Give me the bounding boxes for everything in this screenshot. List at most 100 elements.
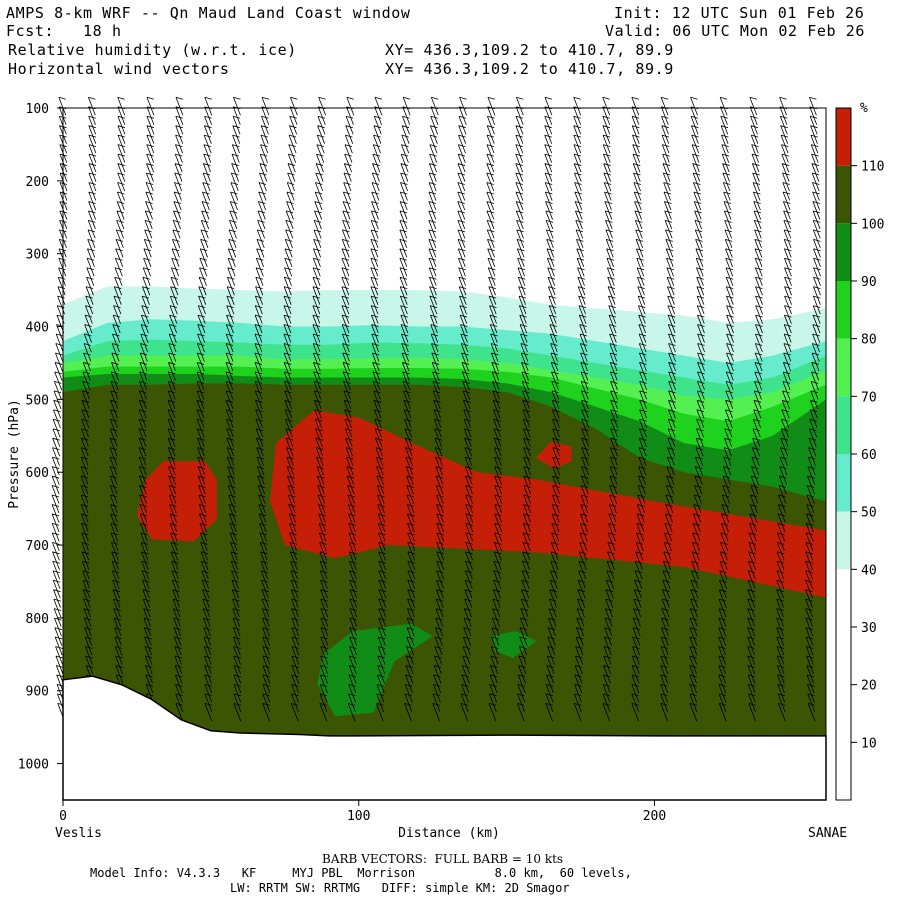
wind-barb <box>291 598 299 618</box>
wind-barb <box>319 702 328 722</box>
wind-barb <box>226 437 235 457</box>
wind-barb <box>458 276 467 296</box>
wind-barb <box>199 257 208 277</box>
rh-layer <box>63 383 826 800</box>
wind-barb <box>433 665 442 684</box>
wind-barb <box>405 456 414 476</box>
wind-barb <box>227 257 236 277</box>
wind-barb <box>750 115 758 135</box>
wind-barb <box>291 665 300 684</box>
wind-barb <box>117 172 126 192</box>
wind-barb <box>399 248 408 267</box>
wind-barb <box>551 399 560 419</box>
wind-barb <box>370 238 379 258</box>
wind-barb <box>349 636 357 656</box>
wind-barb <box>233 693 242 713</box>
wind-barb <box>521 371 530 391</box>
wind-barb <box>82 362 91 381</box>
wind-barb <box>289 106 298 125</box>
wind-barb <box>609 456 618 476</box>
plot-frame <box>62 107 827 801</box>
wind-barb <box>609 371 618 391</box>
wind-barb <box>203 144 212 163</box>
wind-barb <box>776 627 785 646</box>
wind-barb <box>262 674 271 694</box>
y-tick-label: 100 <box>26 102 49 117</box>
wind-barb <box>110 399 118 419</box>
wind-barb <box>175 134 183 154</box>
wind-barb <box>373 125 382 144</box>
wind-barb <box>81 532 89 552</box>
wind-barb <box>141 295 150 315</box>
wind-barb <box>286 466 295 485</box>
wind-barb <box>546 674 554 694</box>
wind-barb <box>689 636 698 656</box>
wind-barb <box>429 144 438 163</box>
wind-barb <box>660 646 669 665</box>
wind-barb <box>726 314 734 334</box>
wind-barb <box>667 447 675 466</box>
wind-barb <box>574 201 583 220</box>
wind-barb <box>228 494 236 514</box>
wind-barb <box>55 655 64 675</box>
wind-barb <box>80 437 89 457</box>
wind-barb <box>406 646 414 665</box>
wind-barb <box>689 693 698 713</box>
wind-barb <box>287 494 296 514</box>
wind-barb <box>349 589 358 608</box>
wind-barb <box>551 532 559 552</box>
wind-barb <box>112 324 121 343</box>
wind-barb <box>146 125 155 144</box>
wind-barb <box>320 617 329 637</box>
wind-barb <box>261 589 270 608</box>
wind-barb <box>399 257 408 277</box>
wind-barb <box>430 106 439 125</box>
wind-barb <box>138 437 147 457</box>
wind-barb <box>372 153 381 173</box>
wind-barb <box>117 144 126 163</box>
wind-barb <box>436 570 444 589</box>
wind-barb <box>348 655 357 675</box>
wind-barb <box>283 286 292 305</box>
wind-barb <box>548 286 556 305</box>
wind-barb <box>457 248 466 267</box>
wind-barb <box>552 485 560 504</box>
wind-barb <box>634 201 642 220</box>
wind-barb <box>724 409 733 428</box>
wind-barb <box>401 125 410 144</box>
wind-barb <box>342 210 351 230</box>
wind-barb <box>168 362 176 381</box>
x-tick-label: 200 <box>643 809 666 824</box>
wind-barb <box>197 475 206 495</box>
wind-barb <box>197 447 205 466</box>
wind-barb <box>696 418 705 438</box>
wind-barb <box>494 532 502 552</box>
wind-barb <box>435 456 443 476</box>
wind-barb <box>637 475 646 495</box>
wind-barb <box>573 134 582 154</box>
wind-barb <box>547 627 556 646</box>
wind-barb <box>402 371 411 391</box>
y-tick-label: 300 <box>26 248 49 263</box>
wind-barb <box>86 276 94 296</box>
wind-barb <box>518 665 526 684</box>
wind-barb <box>518 286 526 305</box>
wind-barb <box>753 399 762 419</box>
wind-barb <box>283 362 292 381</box>
wind-barb <box>173 201 182 220</box>
wind-barb <box>312 352 321 372</box>
wind-barb <box>56 324 64 343</box>
wind-barb <box>203 655 212 675</box>
colorbar-swatch <box>836 396 851 454</box>
wind-barb <box>460 343 469 362</box>
wind-barb <box>606 570 615 589</box>
wind-barb <box>464 570 473 589</box>
wind-barb <box>605 598 613 618</box>
wind-barb <box>378 627 386 646</box>
wind-barb <box>370 276 379 296</box>
wind-barb <box>753 210 762 230</box>
wind-barb <box>372 371 381 391</box>
wind-barb <box>693 494 702 514</box>
wind-barb <box>341 324 350 343</box>
wind-barb <box>111 343 120 362</box>
